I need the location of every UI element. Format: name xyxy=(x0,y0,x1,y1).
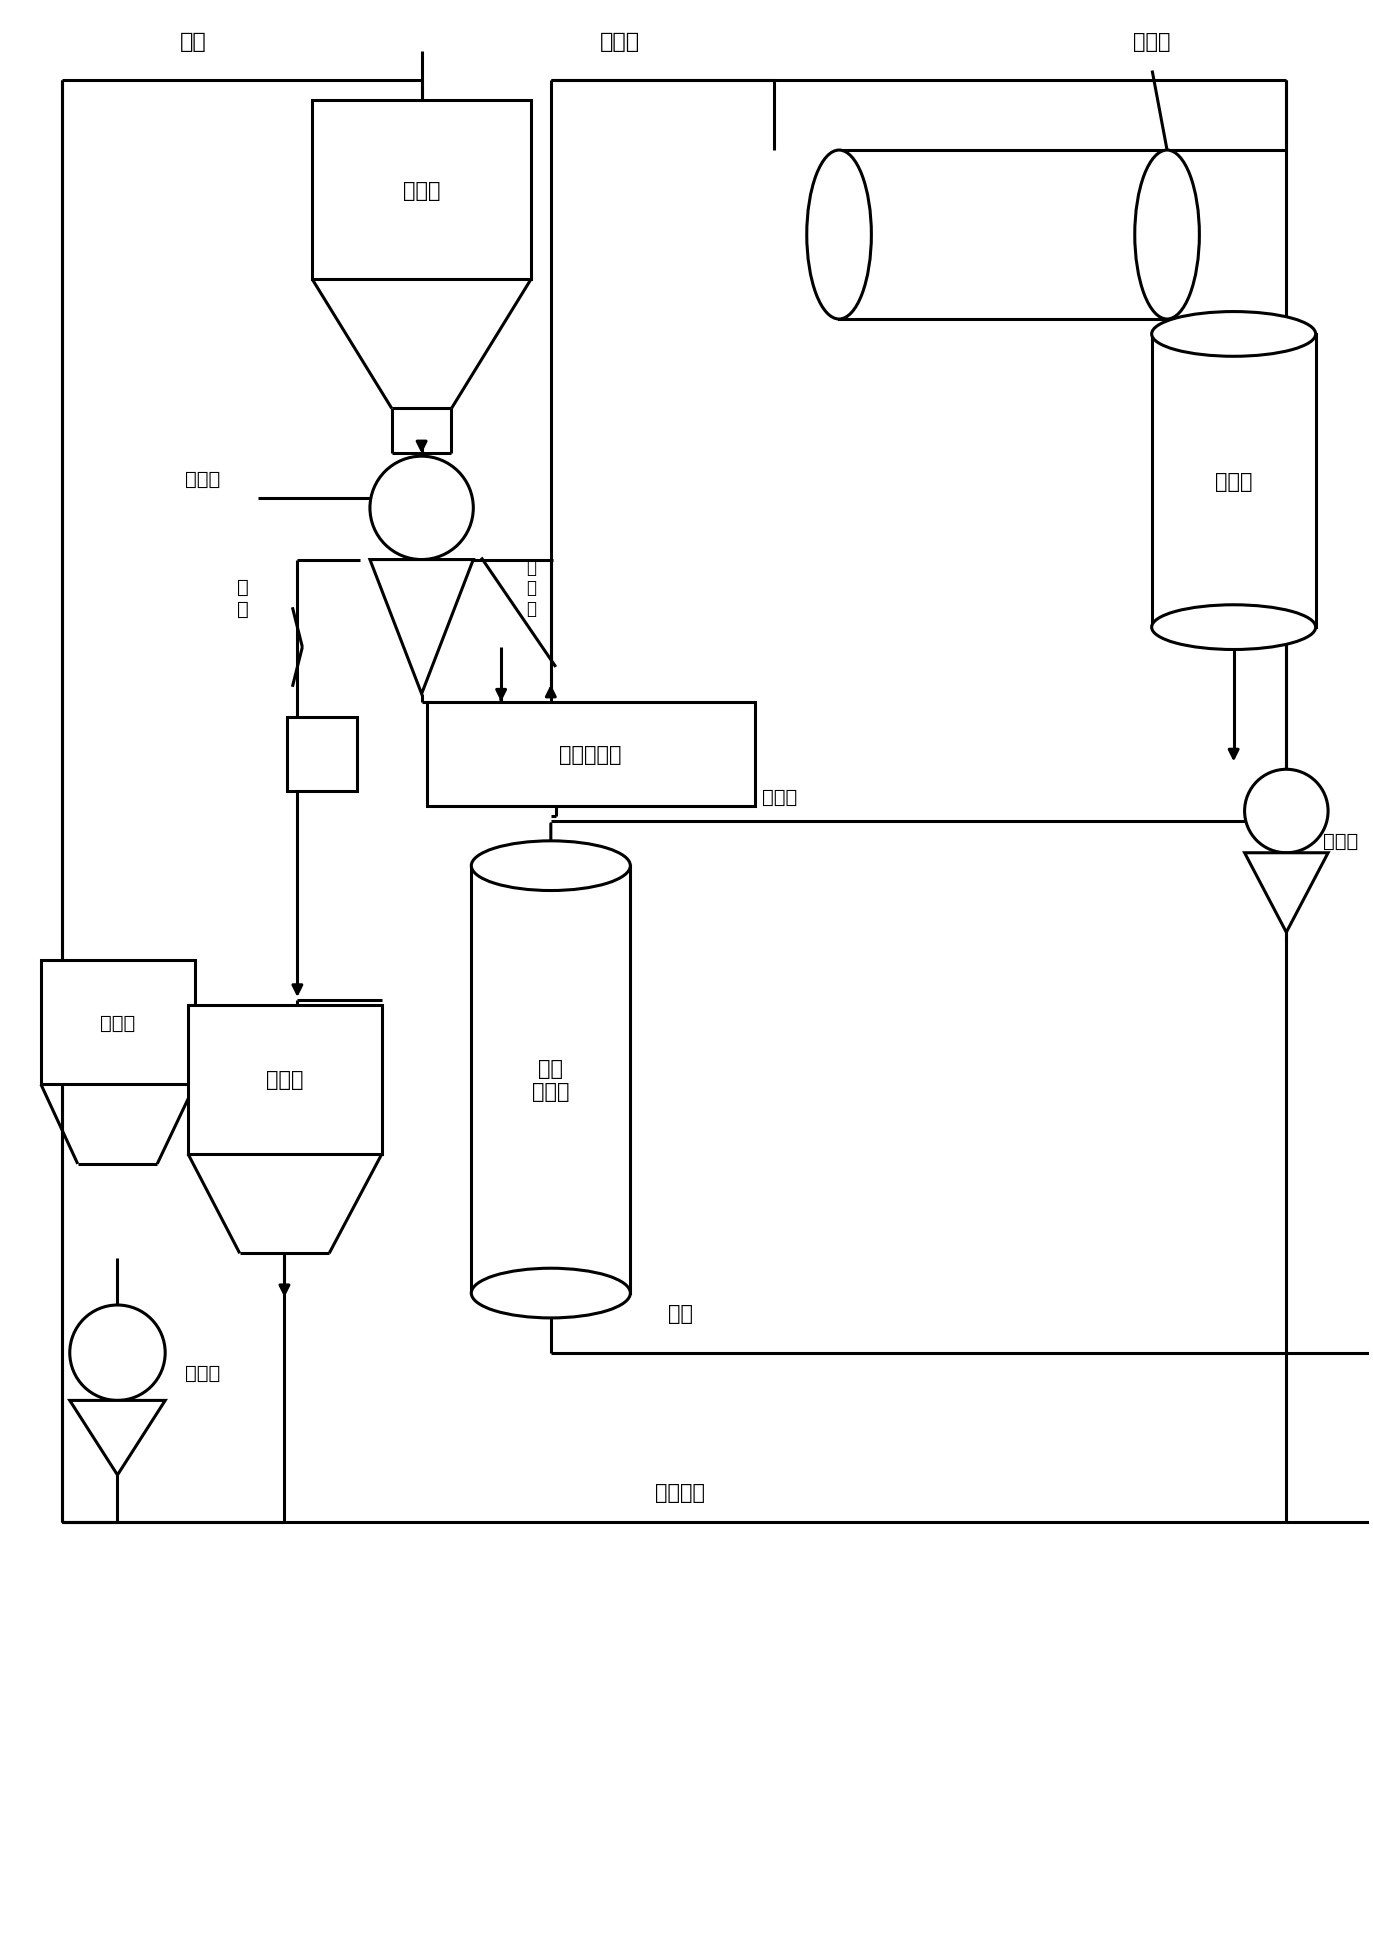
Polygon shape xyxy=(70,1400,165,1476)
Text: 高位槽: 高位槽 xyxy=(402,180,441,201)
Bar xyxy=(471,866,630,1294)
Bar xyxy=(287,717,357,792)
Ellipse shape xyxy=(807,151,872,321)
Ellipse shape xyxy=(471,1269,630,1318)
Ellipse shape xyxy=(1244,770,1328,852)
Text: 挥发份: 挥发份 xyxy=(600,31,640,51)
Ellipse shape xyxy=(1134,151,1200,321)
Ellipse shape xyxy=(471,841,630,891)
Ellipse shape xyxy=(1152,606,1315,651)
Bar xyxy=(427,702,755,807)
Polygon shape xyxy=(1244,852,1328,933)
Text: 集液器: 集液器 xyxy=(1215,471,1252,493)
Text: 离心机: 离心机 xyxy=(185,469,221,489)
Text: 洗涤槽: 洗涤槽 xyxy=(100,1015,135,1032)
Ellipse shape xyxy=(369,457,474,561)
Text: 冷凝器: 冷凝器 xyxy=(1133,31,1171,51)
Bar xyxy=(41,960,195,1085)
Text: 立式
干燥器: 立式 干燥器 xyxy=(533,1058,570,1101)
Text: 渣浆泵: 渣浆泵 xyxy=(185,1363,220,1382)
Text: 真空泵: 真空泵 xyxy=(1324,833,1358,850)
Text: 去蒸馏釜: 去蒸馏釜 xyxy=(655,1482,706,1501)
Ellipse shape xyxy=(1152,313,1315,358)
Text: 母液槽: 母液槽 xyxy=(266,1069,303,1089)
Bar xyxy=(839,151,1167,321)
Text: 成品: 成品 xyxy=(667,1304,692,1324)
Bar xyxy=(188,1005,382,1153)
Ellipse shape xyxy=(70,1306,165,1400)
Polygon shape xyxy=(369,561,474,694)
Bar xyxy=(312,102,531,280)
Text: 卧式干燥器: 卧式干燥器 xyxy=(559,745,622,764)
Text: 浆料: 浆料 xyxy=(180,31,206,51)
Bar xyxy=(1152,334,1317,628)
Text: 冷凝液: 冷凝液 xyxy=(762,788,798,805)
Text: 母
液: 母 液 xyxy=(236,577,249,618)
Text: 隔
塞
框: 隔 塞 框 xyxy=(526,559,535,618)
